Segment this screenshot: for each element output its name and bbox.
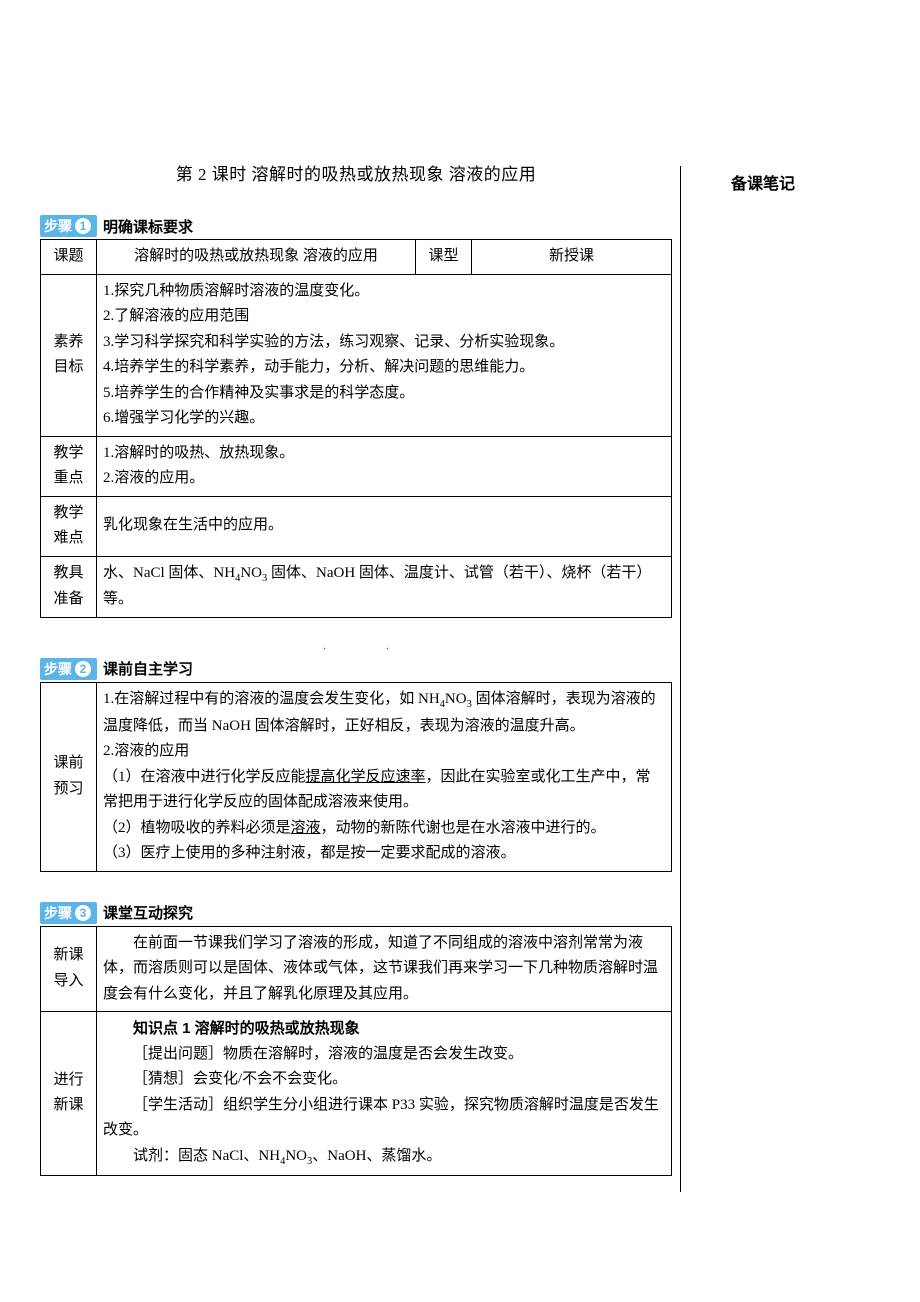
table-step1: 课题 溶解时的吸热或放热现象 溶液的应用 课型 新授课 素养 目标 1.探究几种… — [40, 239, 672, 618]
cell-type-value: 新授课 — [472, 240, 672, 275]
cell-type-label: 课型 — [416, 240, 472, 275]
step-label: 步骤 — [44, 216, 72, 236]
step1-badge: 步骤 1 — [40, 215, 97, 237]
cell-nandian-content: 乳化现象在生活中的应用。 — [97, 496, 672, 556]
cell-zhongdian-content: 1.溶解时的吸热、放热现象。 2.溶液的应用。 — [97, 436, 672, 496]
cell-suyang-label: 素养 目标 — [41, 274, 97, 436]
step-label: 步骤 — [44, 659, 72, 679]
step1-header: 步骤 1 明确课标要求 — [40, 215, 672, 237]
step-label: 步骤 — [44, 903, 72, 923]
table-row: 新课 导入 在前面一节课我们学习了溶液的形成，知道了不同组成的溶液中溶剂常常为液… — [41, 926, 672, 1012]
cell-topic: 溶解时的吸热或放热现象 溶液的应用 — [97, 240, 416, 275]
step2-num: 2 — [75, 661, 91, 677]
vertical-divider — [680, 166, 681, 1192]
table-step2: 课前 预习 1.在溶解过程中有的溶液的温度会发生变化，如 NH4NO3 固体溶解… — [40, 682, 672, 872]
step1-num: 1 — [75, 218, 91, 234]
step2-header: 步骤 2 课前自主学习 — [40, 658, 672, 680]
page: 第 2 课时 溶解时的吸热或放热现象 溶液的应用 步骤 1 明确课标要求 课题 … — [0, 0, 920, 1238]
page-title: 第 2 课时 溶解时的吸热或放热现象 溶液的应用 — [40, 160, 672, 185]
cell-jiaoju-content: 水、NaCl 固体、NH4NO3 固体、NaOH 固体、温度计、试管（若干）、烧… — [97, 556, 672, 617]
table-row: 课题 溶解时的吸热或放热现象 溶液的应用 课型 新授课 — [41, 240, 672, 275]
table-row: 教学 难点 乳化现象在生活中的应用。 — [41, 496, 672, 556]
cell-jinxing-label: 进行 新课 — [41, 1012, 97, 1175]
cell-suyang-content: 1.探究几种物质溶解时溶液的温度变化。 2.了解溶液的应用范围 3.学习科学探究… — [97, 274, 672, 436]
main-column: 第 2 课时 溶解时的吸热或放热现象 溶液的应用 步骤 1 明确课标要求 课题 … — [40, 160, 680, 1198]
cell-xinke-label: 新课 导入 — [41, 926, 97, 1012]
cell-keqian-content: 1.在溶解过程中有的溶液的温度会发生变化，如 NH4NO3 固体溶解时，表现为溶… — [97, 682, 672, 871]
step3-badge: 步骤 3 — [40, 902, 97, 924]
center-marks: .. — [40, 640, 672, 652]
table-row: 进行 新课 知识点 1 溶解时的吸热或放热现象 ［提出问题］物质在溶解时，溶液的… — [41, 1012, 672, 1175]
table-step3: 新课 导入 在前面一节课我们学习了溶液的形成，知道了不同组成的溶液中溶剂常常为液… — [40, 926, 672, 1176]
step3-title: 课堂互动探究 — [103, 902, 193, 923]
table-row: 素养 目标 1.探究几种物质溶解时溶液的温度变化。 2.了解溶液的应用范围 3.… — [41, 274, 672, 436]
step1-title: 明确课标要求 — [103, 216, 193, 237]
step2-badge: 步骤 2 — [40, 658, 97, 680]
cell-keqian-label: 课前 预习 — [41, 682, 97, 871]
cell-zhongdian-label: 教学 重点 — [41, 436, 97, 496]
side-note-label: 备课笔记 — [731, 170, 880, 194]
cell-topic-label: 课题 — [41, 240, 97, 275]
side-column: 备课笔记 — [681, 160, 880, 194]
table-row: 教具 准备 水、NaCl 固体、NH4NO3 固体、NaOH 固体、温度计、试管… — [41, 556, 672, 617]
content-wrapper: 第 2 课时 溶解时的吸热或放热现象 溶液的应用 步骤 1 明确课标要求 课题 … — [40, 160, 880, 1198]
table-row: 教学 重点 1.溶解时的吸热、放热现象。 2.溶液的应用。 — [41, 436, 672, 496]
cell-jiaoju-label: 教具 准备 — [41, 556, 97, 617]
table-row: 课前 预习 1.在溶解过程中有的溶液的温度会发生变化，如 NH4NO3 固体溶解… — [41, 682, 672, 871]
step3-header: 步骤 3 课堂互动探究 — [40, 902, 672, 924]
cell-xinke-content: 在前面一节课我们学习了溶液的形成，知道了不同组成的溶液中溶剂常常为液体，而溶质则… — [97, 926, 672, 1012]
step3-num: 3 — [75, 905, 91, 921]
cell-nandian-label: 教学 难点 — [41, 496, 97, 556]
cell-jinxing-content: 知识点 1 溶解时的吸热或放热现象 ［提出问题］物质在溶解时，溶液的温度是否会发… — [97, 1012, 672, 1175]
step2-title: 课前自主学习 — [103, 658, 193, 679]
